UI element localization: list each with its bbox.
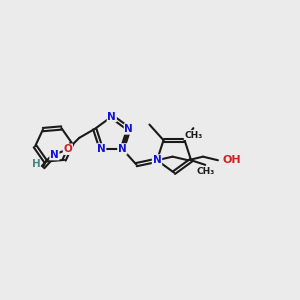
- Text: N: N: [153, 155, 161, 165]
- Text: N: N: [153, 155, 161, 165]
- Text: OH: OH: [222, 155, 241, 165]
- Text: H: H: [32, 159, 41, 169]
- Text: N: N: [50, 150, 59, 160]
- Text: N: N: [107, 112, 116, 122]
- Text: N: N: [97, 144, 106, 154]
- Text: CH₃: CH₃: [196, 167, 214, 176]
- Text: CH₃: CH₃: [184, 130, 202, 140]
- Text: N: N: [124, 124, 133, 134]
- Text: O: O: [64, 144, 72, 154]
- Text: N: N: [118, 144, 127, 154]
